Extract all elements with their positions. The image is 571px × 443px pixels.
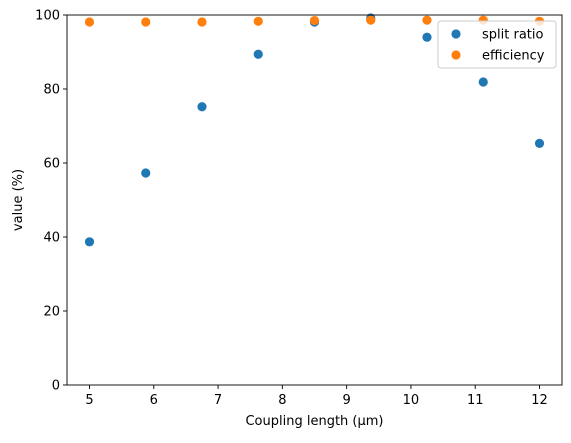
x-axis-label: Coupling length (µm) <box>245 414 383 429</box>
x-tick-label: 7 <box>214 393 222 408</box>
point-split-ratio <box>197 102 207 112</box>
point-split-ratio <box>534 138 545 148</box>
legend-label-split-ratio: split ratio <box>482 28 543 43</box>
point-split-ratio <box>422 32 432 42</box>
legend: split ratio efficiency <box>437 20 557 69</box>
y-tick-label: 40 <box>43 231 60 246</box>
data-points <box>84 13 545 247</box>
axes: 5 6 7 8 9 10 11 12 0 20 40 60 80 100 Coupling length (… <box>11 9 563 429</box>
point-split-ratio <box>253 49 263 59</box>
point-efficiency <box>197 17 207 27</box>
x-tick-label: 5 <box>85 393 93 408</box>
point-efficiency <box>84 17 95 27</box>
y-tick-label: 20 <box>43 305 60 320</box>
point-efficiency <box>253 16 263 26</box>
y-tick-label: 0 <box>52 379 60 394</box>
point-split-ratio <box>141 168 151 178</box>
x-tick-label: 11 <box>467 393 484 408</box>
point-efficiency <box>309 15 320 26</box>
legend-box <box>437 20 557 69</box>
plot-frame <box>66 14 563 386</box>
point-efficiency <box>141 17 151 27</box>
y-tick-label: 80 <box>43 83 60 98</box>
legend-marker-efficiency <box>451 50 461 60</box>
legend-label-efficiency: efficiency <box>482 49 545 64</box>
point-split-ratio <box>84 237 95 247</box>
point-split-ratio <box>478 77 488 87</box>
y-tick-label: 100 <box>35 9 60 24</box>
point-efficiency <box>366 15 376 25</box>
x-tick-label: 12 <box>531 393 548 408</box>
x-tick-label: 8 <box>278 393 286 408</box>
x-tick-label: 6 <box>150 393 158 408</box>
x-tick-label: 9 <box>343 393 351 408</box>
legend-marker-split-ratio <box>451 29 461 39</box>
y-axis-label: value (%) <box>11 169 26 231</box>
x-tick-label: 10 <box>403 393 420 408</box>
y-tick-label: 60 <box>43 157 60 172</box>
point-efficiency <box>422 15 432 25</box>
